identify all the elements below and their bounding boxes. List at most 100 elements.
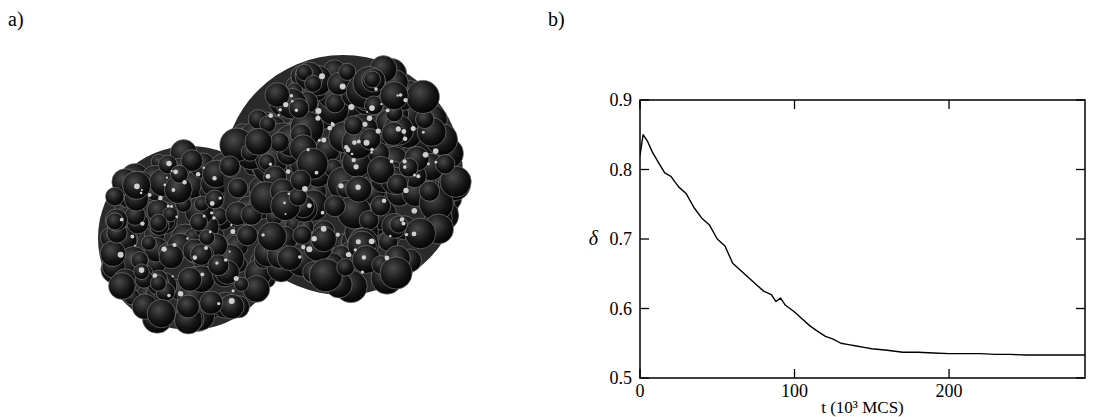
- sphere: [100, 241, 126, 267]
- sphere: [380, 82, 408, 110]
- x-tick-label: 0: [636, 381, 645, 401]
- sphere: [123, 171, 151, 199]
- highlight: [131, 235, 135, 239]
- sphere: [289, 99, 309, 119]
- highlight: [312, 236, 317, 241]
- highlight: [422, 131, 425, 134]
- highlight: [158, 196, 163, 201]
- highlight: [224, 258, 228, 262]
- highlight: [405, 233, 408, 236]
- highlight: [210, 211, 213, 214]
- y-tick: [1076, 99, 1085, 100]
- y-tick-label: 0.5: [610, 368, 633, 388]
- highlight: [354, 248, 357, 251]
- highlight: [178, 291, 183, 296]
- highlight: [290, 94, 293, 97]
- highlight: [301, 245, 305, 249]
- highlight: [413, 174, 416, 177]
- y-tick: [640, 377, 649, 378]
- highlight: [209, 231, 212, 234]
- sphere: [270, 132, 290, 152]
- sphere: [106, 213, 123, 230]
- highlight: [390, 160, 394, 164]
- highlight: [321, 226, 327, 232]
- highlight: [319, 73, 325, 79]
- highlight: [370, 148, 374, 152]
- highlight: [403, 165, 407, 169]
- cluster-render: [98, 55, 471, 334]
- y-tick-label: 0.9: [610, 90, 633, 110]
- sphere: [324, 196, 345, 217]
- y-axis-title: δ: [589, 227, 599, 249]
- highlight: [229, 251, 231, 253]
- sphere: [311, 226, 336, 251]
- highlight: [399, 93, 403, 97]
- highlight: [283, 202, 286, 205]
- highlight: [279, 108, 282, 111]
- sphere: [147, 299, 175, 327]
- sphere: [200, 291, 223, 314]
- highlight: [366, 111, 368, 113]
- x-tick-label: 200: [936, 381, 963, 401]
- sphere: [178, 267, 202, 291]
- highlight: [140, 221, 144, 225]
- sphere: [208, 255, 229, 276]
- x-tick: [794, 100, 795, 109]
- highlight: [380, 103, 382, 105]
- y-tick: [1076, 169, 1085, 170]
- sphere: [265, 83, 290, 108]
- sphere: [109, 273, 136, 300]
- x-tick-label: 100: [781, 381, 808, 401]
- highlight: [403, 188, 408, 193]
- sphere: [277, 246, 302, 271]
- plot-frame: [640, 100, 1085, 378]
- highlight: [321, 211, 325, 215]
- highlight: [212, 176, 216, 180]
- highlight: [210, 201, 215, 206]
- sphere: [105, 187, 124, 206]
- sphere: [390, 216, 407, 233]
- highlight: [148, 193, 152, 197]
- y-tick: [1076, 308, 1085, 309]
- highlight: [170, 205, 173, 208]
- highlight: [278, 114, 280, 116]
- highlight: [232, 289, 235, 292]
- highlight: [234, 276, 239, 281]
- highlight: [171, 170, 173, 172]
- highlight: [346, 148, 351, 153]
- highlight: [134, 245, 136, 247]
- highlight: [166, 161, 171, 166]
- highlight: [261, 233, 264, 236]
- highlight: [204, 246, 208, 250]
- sphere: [141, 236, 156, 251]
- highlight: [364, 140, 370, 146]
- sphere: [380, 257, 412, 289]
- sphere: [150, 275, 166, 291]
- highlight: [435, 161, 438, 164]
- highlight: [412, 232, 417, 237]
- highlight: [389, 235, 391, 237]
- highlight: [120, 218, 124, 222]
- highlight: [403, 137, 408, 142]
- sphere: [364, 71, 381, 88]
- highlight: [416, 174, 420, 178]
- highlight: [352, 140, 357, 145]
- highlight: [166, 177, 168, 179]
- highlight: [357, 140, 361, 144]
- sphere: [150, 214, 167, 231]
- highlight: [118, 252, 124, 258]
- y-tick: [1076, 238, 1085, 239]
- sphere: [337, 259, 355, 277]
- cluster-body: [223, 55, 463, 295]
- highlight: [172, 188, 176, 192]
- highlight: [306, 246, 312, 252]
- panel-label: b): [548, 8, 565, 31]
- highlight: [203, 215, 206, 218]
- highlight: [268, 113, 273, 118]
- x-tick: [948, 369, 949, 378]
- highlight: [433, 148, 439, 154]
- y-tick-label: 0.6: [610, 299, 633, 319]
- highlight: [230, 229, 235, 234]
- highlight: [423, 152, 429, 158]
- highlight: [175, 216, 178, 219]
